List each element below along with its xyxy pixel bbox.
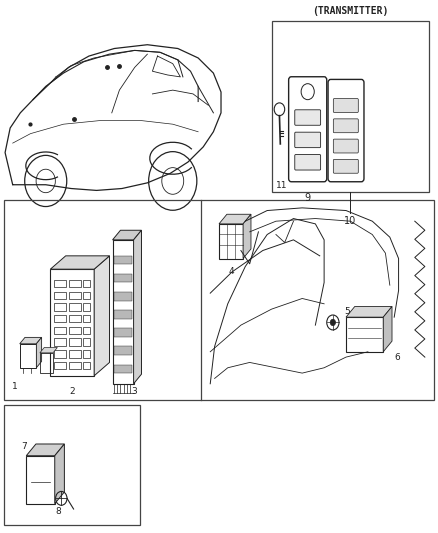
Bar xyxy=(50,269,94,376)
Bar xyxy=(114,274,132,282)
Polygon shape xyxy=(243,214,251,259)
Bar xyxy=(83,350,90,358)
Text: 2: 2 xyxy=(70,387,75,396)
Bar xyxy=(54,292,66,299)
Bar xyxy=(114,346,132,355)
Text: 4: 4 xyxy=(228,268,234,276)
Bar xyxy=(272,21,429,192)
Polygon shape xyxy=(94,256,110,376)
Bar xyxy=(83,362,90,369)
Text: 1: 1 xyxy=(12,382,18,391)
Bar xyxy=(114,256,132,264)
Bar xyxy=(54,350,66,358)
Bar xyxy=(83,327,90,334)
Bar xyxy=(54,338,66,346)
Bar xyxy=(113,240,134,384)
Polygon shape xyxy=(219,214,251,224)
Text: 10: 10 xyxy=(344,216,357,226)
Bar xyxy=(69,303,81,311)
FancyBboxPatch shape xyxy=(333,119,358,133)
Text: (TRANSMITTER): (TRANSMITTER) xyxy=(312,6,389,16)
Text: 6: 6 xyxy=(394,353,400,361)
Bar xyxy=(54,315,66,322)
FancyBboxPatch shape xyxy=(333,139,358,153)
FancyBboxPatch shape xyxy=(333,159,358,173)
Bar xyxy=(69,280,81,287)
Text: 7: 7 xyxy=(21,442,27,450)
Bar xyxy=(26,456,55,504)
Polygon shape xyxy=(383,306,392,352)
FancyBboxPatch shape xyxy=(295,132,321,148)
Bar xyxy=(20,344,36,368)
Text: 8: 8 xyxy=(55,507,61,516)
Bar xyxy=(83,292,90,299)
Bar xyxy=(114,292,132,301)
Bar xyxy=(69,327,81,334)
Bar xyxy=(54,327,66,334)
Bar xyxy=(40,353,53,373)
Bar xyxy=(346,317,383,352)
Polygon shape xyxy=(50,256,110,269)
Text: 11: 11 xyxy=(276,181,287,190)
Circle shape xyxy=(330,319,336,326)
Bar xyxy=(4,405,140,525)
Bar xyxy=(69,315,81,322)
FancyBboxPatch shape xyxy=(295,155,321,170)
Bar xyxy=(69,362,81,369)
Polygon shape xyxy=(26,444,64,456)
Bar xyxy=(219,224,243,259)
Bar xyxy=(69,350,81,358)
Bar xyxy=(83,303,90,311)
Bar xyxy=(83,280,90,287)
Bar xyxy=(54,280,66,287)
Polygon shape xyxy=(40,348,57,353)
FancyBboxPatch shape xyxy=(295,110,321,125)
Bar xyxy=(69,292,81,299)
Bar xyxy=(114,328,132,337)
Polygon shape xyxy=(134,230,141,384)
Bar xyxy=(69,338,81,346)
Polygon shape xyxy=(36,337,42,368)
Polygon shape xyxy=(20,337,42,344)
Bar xyxy=(4,200,434,400)
FancyBboxPatch shape xyxy=(333,99,358,112)
Polygon shape xyxy=(113,230,141,240)
Text: 9: 9 xyxy=(305,193,311,203)
Bar xyxy=(54,303,66,311)
Polygon shape xyxy=(55,444,64,504)
Bar xyxy=(54,362,66,369)
Bar xyxy=(114,365,132,373)
Text: 3: 3 xyxy=(131,387,137,396)
Bar xyxy=(83,315,90,322)
Text: 5: 5 xyxy=(344,308,350,316)
Polygon shape xyxy=(346,306,392,317)
Bar xyxy=(83,338,90,346)
Bar xyxy=(114,310,132,319)
